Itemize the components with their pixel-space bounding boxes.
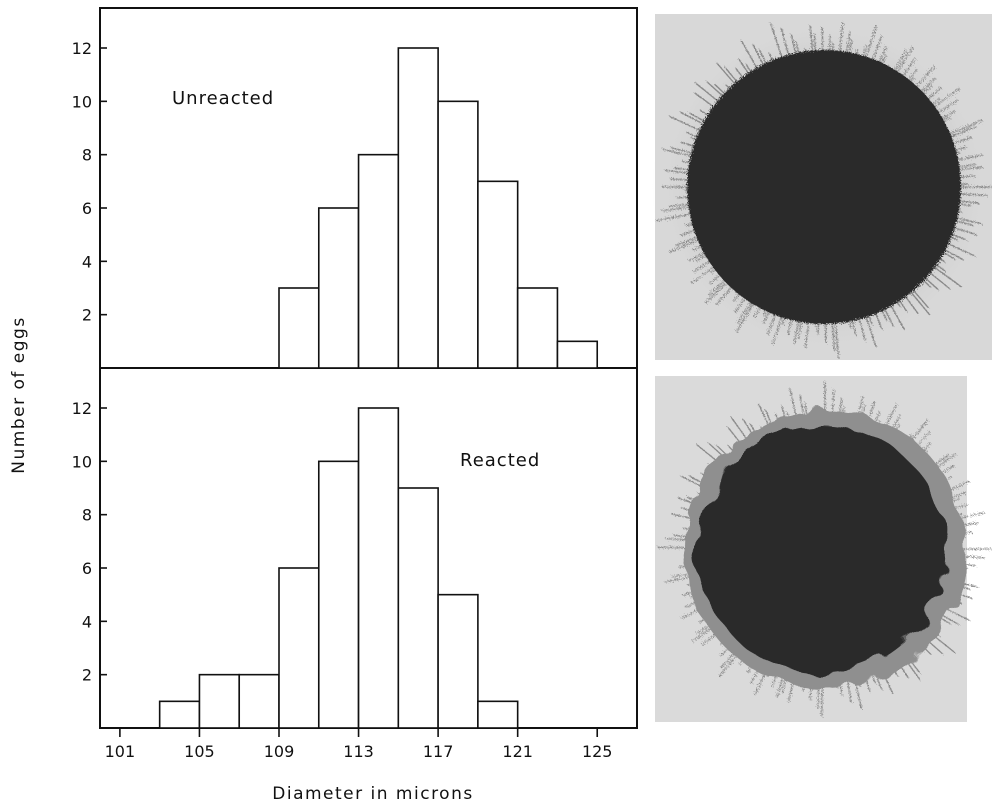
unreacted-y-tick-label: 4 [82,252,92,271]
unreacted-bar [317,207,360,369]
reacted-y-tick-label: 8 [82,506,92,525]
reacted-y-axis: 2 4 6 8 10 12 [72,399,107,685]
reacted-bars [158,407,519,729]
x-tick-label: 109 [264,742,295,761]
unreacted-egg-photo [652,14,992,360]
unreacted-bar [397,47,439,369]
unreacted-panel-label: Unreacted [172,88,274,109]
reacted-y-tick-label: 4 [82,612,92,631]
unreacted-bar [357,153,400,369]
unreacted-egg-spine [655,212,697,222]
x-tick-label: 101 [105,742,136,761]
reacted-egg [698,426,946,674]
x-axis: 101 105 109 113 117 121 125 [105,728,613,761]
reacted-bar [437,593,479,729]
unreacted-y-tick-label: 2 [82,306,92,325]
reacted-y-tick-label: 12 [72,399,92,418]
reacted-bar [357,407,400,729]
reacted-bar [278,567,320,729]
unreacted-bar [437,100,479,369]
unreacted-bar [278,287,320,369]
unreacted-egg-spine [943,119,983,138]
reacted-bar [238,673,280,729]
reacted-y-tick-label: 2 [82,666,92,685]
unreacted-y-axis: 2 4 6 8 10 12 [72,39,107,325]
x-tick-label: 125 [582,742,613,761]
x-tick-label: 117 [423,742,454,761]
unreacted-y-tick-label: 10 [72,92,92,111]
unreacted-y-tick-label: 6 [82,199,92,218]
unreacted-y-tick-label: 12 [72,39,92,58]
x-tick-label: 113 [343,742,374,761]
reacted-egg-photo [655,376,992,722]
unreacted-egg [687,50,961,324]
reacted-panel-label: Reacted [460,450,540,471]
x-axis-title: Diameter in microns [272,784,473,803]
unreacted-y-tick-label: 8 [82,146,92,165]
unreacted-bar [556,340,599,369]
unreacted-bars [278,47,599,369]
x-tick-label: 105 [184,742,215,761]
reacted-bar [397,487,439,729]
reacted-y-tick-label: 10 [72,452,92,471]
reacted-bar [158,700,201,729]
reacted-bar [198,673,241,729]
reacted-bar [477,700,519,729]
unreacted-bar [477,180,519,369]
y-axis-title: Number of eggs [9,316,29,473]
unreacted-bar [516,287,559,369]
reacted-bar [317,460,360,729]
x-tick-label: 121 [502,742,533,761]
reacted-y-tick-label: 6 [82,559,92,578]
